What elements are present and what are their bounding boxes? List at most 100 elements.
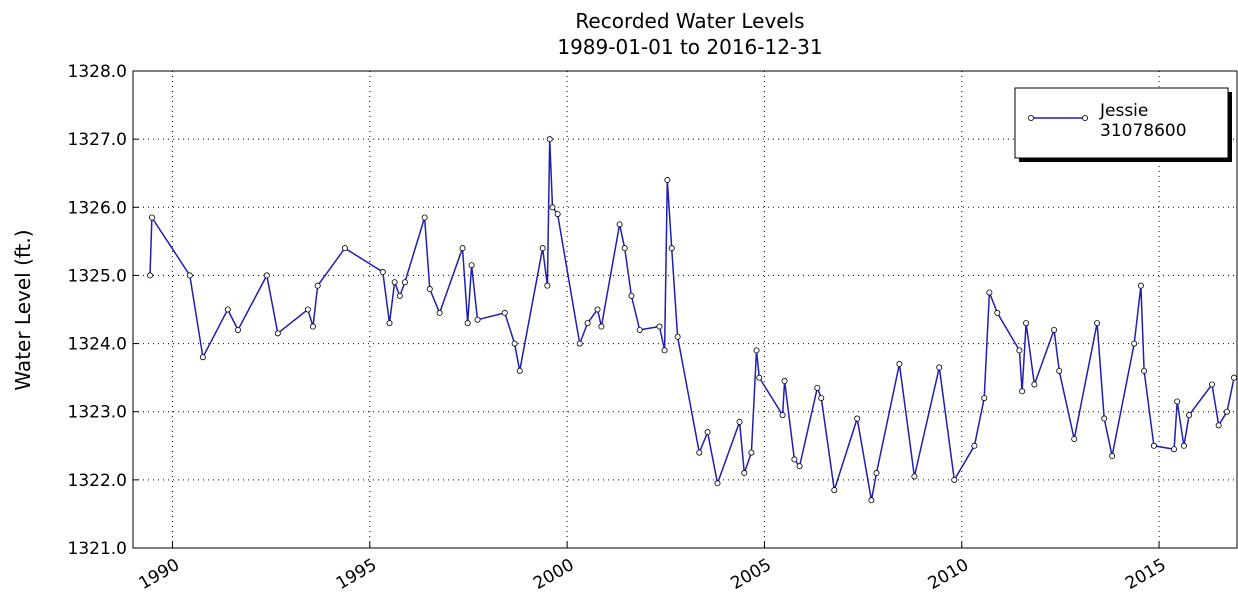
data-point	[994, 309, 1001, 316]
data-point	[584, 320, 591, 327]
data-point	[401, 279, 408, 286]
data-point	[796, 463, 803, 470]
data-point	[621, 245, 628, 252]
data-point	[779, 412, 786, 419]
data-point	[674, 333, 681, 340]
data-point	[896, 361, 903, 368]
data-point	[234, 326, 241, 333]
data-point	[664, 177, 671, 184]
data-point	[511, 340, 518, 347]
data-point	[756, 374, 763, 381]
data-point	[656, 323, 663, 330]
data-point	[199, 354, 206, 361]
legend-box	[1014, 87, 1229, 159]
data-point	[661, 347, 668, 354]
data-point	[818, 395, 825, 402]
data-point	[554, 211, 561, 218]
data-point	[936, 364, 943, 371]
data-point	[576, 340, 583, 347]
data-point	[831, 487, 838, 494]
y-tick-label: 1324.0	[68, 335, 127, 355]
data-point	[736, 418, 743, 425]
data-point	[224, 306, 231, 313]
data-point	[386, 320, 393, 327]
data-point	[696, 449, 703, 456]
legend-marker	[1082, 115, 1089, 122]
data-point	[1150, 442, 1157, 449]
data-point	[981, 395, 988, 402]
data-point	[704, 429, 711, 436]
x-tick-label: 1990	[135, 555, 182, 594]
data-point	[1215, 422, 1222, 429]
data-point	[1223, 408, 1230, 415]
data-point	[714, 480, 721, 487]
series	[146, 136, 1238, 504]
data-point	[791, 456, 798, 463]
data-point	[1174, 398, 1181, 405]
y-tick-label: 1323.0	[68, 403, 127, 423]
data-point	[1094, 320, 1101, 327]
plot-frame	[132, 70, 1238, 549]
data-point	[341, 245, 348, 252]
data-point	[741, 470, 748, 477]
data-point	[753, 347, 760, 354]
data-point	[616, 221, 623, 228]
data-point	[1180, 442, 1187, 449]
data-point	[309, 323, 316, 330]
data-point	[314, 282, 321, 289]
data-point	[146, 272, 153, 279]
data-point	[628, 292, 635, 299]
data-point	[636, 326, 643, 333]
legend-label: Jessie 31078600	[1100, 101, 1187, 141]
data-point	[516, 367, 523, 374]
data-point	[1016, 347, 1023, 354]
data-point	[1141, 367, 1148, 374]
data-point	[546, 136, 553, 143]
data-point	[1031, 381, 1038, 388]
y-tick-label: 1322.0	[68, 471, 127, 491]
data-line	[149, 139, 1235, 501]
data-point	[396, 292, 403, 299]
y-tick-label: 1326.0	[68, 198, 127, 218]
data-point	[464, 320, 471, 327]
data-point	[263, 272, 270, 279]
chart-title: Recorded Water Levels	[575, 9, 804, 33]
data-point	[1186, 412, 1193, 419]
y-tick-label: 1321.0	[68, 539, 127, 559]
data-point	[1101, 415, 1108, 422]
data-point	[1071, 435, 1078, 442]
data-point	[426, 286, 433, 293]
data-point	[814, 384, 821, 391]
data-point	[474, 316, 481, 323]
data-point	[1109, 453, 1116, 460]
data-point	[544, 282, 551, 289]
data-point	[1131, 340, 1138, 347]
data-point	[501, 309, 508, 316]
data-point	[468, 262, 475, 269]
data-point	[1208, 381, 1215, 388]
x-tick-label: 2000	[530, 555, 577, 594]
data-point	[1023, 320, 1030, 327]
y-axis-label: Water Level (ft.)	[11, 229, 35, 390]
data-point	[1019, 388, 1026, 395]
data-point	[379, 269, 386, 276]
data-point	[421, 214, 428, 221]
y-tick-label: 1328.0	[68, 62, 127, 82]
data-point	[539, 245, 546, 252]
data-point	[873, 470, 880, 477]
data-point	[1231, 374, 1238, 381]
x-tick-label: 2010	[925, 555, 972, 594]
x-tick-label: 1995	[333, 555, 380, 594]
data-point	[274, 330, 281, 337]
x-tick-label: 2005	[727, 555, 774, 594]
data-point	[971, 442, 978, 449]
data-point	[748, 449, 755, 456]
y-tick-label: 1327.0	[68, 130, 127, 150]
data-point	[911, 473, 918, 480]
data-point	[668, 245, 675, 252]
data-point	[868, 497, 875, 504]
chart-subtitle: 1989-01-01 to 2016-12-31	[557, 35, 822, 59]
data-point	[391, 279, 398, 286]
